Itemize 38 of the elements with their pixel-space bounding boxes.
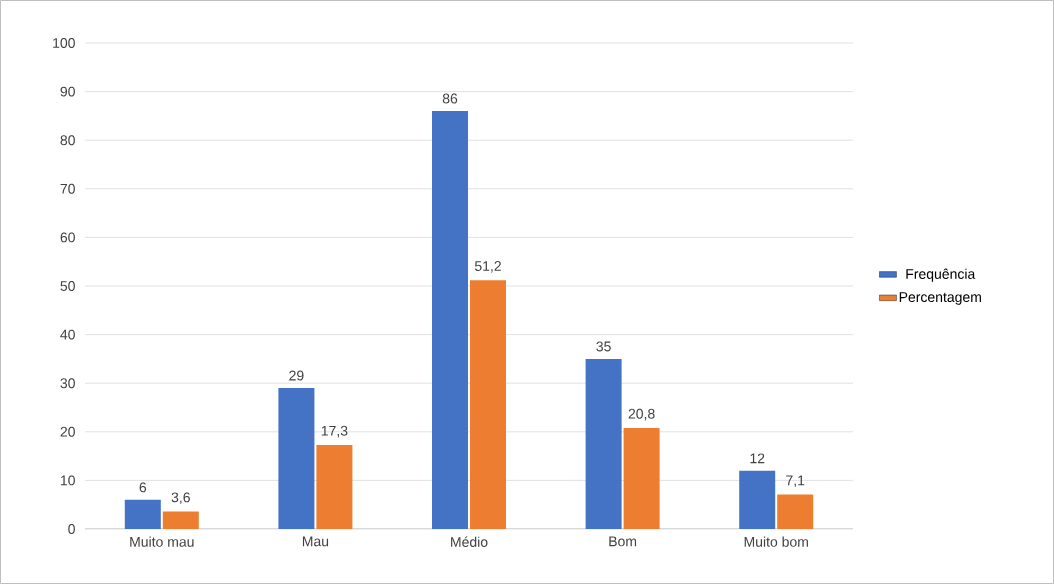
y-tick-label: 100 [53,38,75,48]
data-label: 3,6 [171,492,190,504]
x-tick-label: Mau [302,536,329,547]
x-tick-label: Médio [451,536,488,547]
y-tick-label: 50 [60,281,75,291]
bar [432,111,469,529]
data-label: 6 [139,482,147,493]
y-tick-label: 20 [60,426,75,437]
data-label: 12 [750,453,765,464]
bar [162,511,199,529]
y-tick-label: 60 [60,232,75,243]
bar [278,388,315,529]
bar [739,470,776,529]
bar [316,444,353,529]
legend-label: Percentagem [899,292,981,305]
data-label: 51,2 [474,261,501,273]
y-tick-label: 80 [60,135,75,146]
data-label: 7,1 [786,475,805,487]
legend-label: Frequência [906,268,976,282]
bar [470,280,506,529]
bar [585,358,622,529]
data-label: 86 [442,93,458,104]
y-tick-label: 10 [60,475,75,486]
data-label: 20,8 [628,408,655,421]
y-tick-label: 70 [60,183,75,194]
bar [623,427,660,529]
data-label: 29 [289,370,304,381]
y-tick-label: 90 [60,86,75,97]
x-tick-label: Bom [609,536,637,547]
y-tick-label: 40 [60,329,75,340]
data-label: 17,3 [321,425,348,438]
bar [777,494,814,529]
x-tick-label: Muito mau [130,536,194,547]
bar [124,499,161,529]
x-tick-label: Muito bom [744,536,808,547]
data-label: 35 [596,341,611,352]
y-tick-label: 0 [68,524,75,534]
y-tick-label: 30 [60,378,75,389]
